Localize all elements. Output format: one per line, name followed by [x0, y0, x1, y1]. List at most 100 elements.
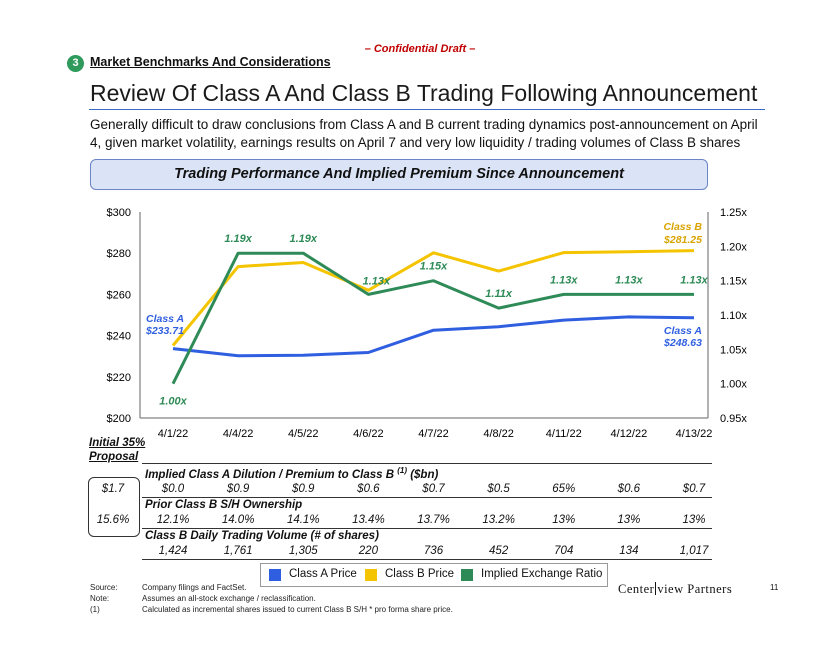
series-line-class-a-price: [172, 315, 695, 358]
footer-fn1-text: Calculated as incremental shares issued …: [142, 605, 453, 614]
dilution-cell: $0.9: [226, 483, 250, 495]
x-tick-label: 4/4/22: [223, 428, 254, 440]
right-tick-label: 1.25x: [720, 207, 747, 219]
ownership-cell: 14.1%: [286, 514, 320, 526]
left-tick-label: $200: [107, 413, 131, 425]
right-tick-label: 1.10x: [720, 310, 747, 322]
x-tick-label: 4/1/22: [158, 428, 189, 440]
right-tick-label: 1.20x: [720, 241, 747, 253]
volume-cell: 736: [423, 545, 444, 557]
volume-values-row: 1,424 1,761 1,305 220 736 452 704 134 1,017: [0, 545, 840, 560]
confidential-label: – Confidential Draft –: [364, 43, 476, 55]
volume-title: Class B Daily Trading Volume (# of share…: [145, 530, 379, 542]
ratio-data-label: 1.19x: [289, 233, 317, 245]
series-line-class-b-price: [171, 249, 695, 347]
footer-note-key: Note:: [90, 594, 110, 603]
class-a-start-name: Class A: [146, 313, 184, 325]
x-tick-label: 4/12/22: [611, 428, 648, 440]
volume-cell: 1,424: [158, 545, 188, 557]
right-tick-label: 1.05x: [720, 344, 747, 356]
left-tick-label: $280: [107, 248, 131, 260]
right-tick-label: 1.15x: [720, 276, 747, 288]
class-b-end-name: Class B: [663, 221, 702, 233]
initial-proposal-header-line2: Proposal: [89, 451, 139, 463]
initial-proposal-box: [88, 477, 140, 537]
x-tick-label: 4/7/22: [418, 428, 449, 440]
table-rule-2: [142, 497, 712, 498]
class-a-end-value: $248.63: [663, 337, 702, 349]
volume-cell: 220: [358, 545, 378, 557]
ratio-data-label: 1.13x: [615, 274, 643, 286]
class-a-end-name: Class A: [664, 325, 702, 337]
footer-source: Source: Company filings and FactSet.: [90, 583, 247, 592]
ratio-data-label: 1.13x: [363, 275, 391, 287]
chart-banner: Trading Performance And Implied Premium …: [90, 159, 708, 190]
ownership-cell: 13.7%: [417, 514, 450, 526]
ownership-title: Prior Class B S/H Ownership: [145, 499, 303, 511]
right-tick-label: 1.00x: [720, 379, 747, 391]
volume-cell: 1,761: [223, 545, 253, 557]
right-tick-label: 0.95x: [720, 413, 747, 425]
dilution-footnote: (1): [397, 466, 407, 475]
dilution-cell: $0.6: [617, 483, 641, 495]
x-tick-label: 4/13/22: [676, 428, 713, 440]
ownership-cell: 13.4%: [352, 514, 385, 526]
dilution-unit: ($bn): [410, 468, 439, 481]
section-title: Market Benchmarks And Considerations: [90, 55, 331, 69]
page-number: 11: [770, 583, 779, 592]
dilution-cell: $0.9: [292, 483, 315, 495]
volume-cell: 1,305: [288, 545, 318, 557]
x-tick-label: 4/5/22: [288, 428, 319, 440]
volume-cell: 704: [554, 545, 574, 557]
ownership-cell: 13.2%: [482, 514, 515, 526]
x-tick-label: 4/8/22: [483, 428, 514, 440]
table-bottom-rule: [142, 559, 712, 560]
ownership-values-row: 12.1% 14.0% 14.1% 13.4% 13.7% 13.2% 13% 13% 13%: [0, 514, 840, 529]
dilution-cell: $0.5: [487, 483, 510, 495]
table-top-rule: [142, 463, 712, 464]
left-tick-label: $300: [107, 207, 131, 219]
ratio-data-label: 1.00x: [159, 396, 187, 408]
legend-swatch-class-b: [365, 569, 377, 581]
dilution-initial-value: $1.7: [101, 483, 125, 495]
class-a-start-value: $233.71: [145, 325, 184, 337]
legend-swatch-class-a: [269, 569, 281, 581]
volume-cell: 452: [489, 545, 509, 557]
table-rule-3: [142, 528, 712, 529]
ownership-cell: 13%: [552, 514, 576, 526]
left-tick-label: $240: [107, 331, 131, 343]
centerview-logo: Center view Partners: [618, 582, 732, 597]
footer-note-text: Assumes an all-stock exchange / reclassi…: [142, 594, 316, 603]
series-line-implied-exchange-ratio: [171, 251, 694, 385]
dilution-cell: $0.7: [682, 483, 706, 495]
chart-legend: Class A Price Class B Price Implied Exch…: [260, 563, 608, 587]
logo-text-left: Center: [618, 582, 655, 596]
ownership-initial-value: 15.6%: [96, 514, 130, 526]
ownership-cell: 13%: [617, 514, 641, 526]
title-divider: [89, 109, 765, 110]
ownership-cell: 12.1%: [156, 514, 190, 526]
class-b-end-value: $281.25: [663, 234, 702, 246]
section-number-badge: 3: [67, 55, 84, 72]
legend-label-class-b: Class B Price: [385, 568, 455, 580]
footer-source-key: Source:: [90, 583, 118, 592]
price-chart: $200 $220 $240 $260 $280 $300 0.95x 1.00x 1.05x 1…: [107, 207, 748, 440]
ratio-data-label: 1.15x: [420, 261, 448, 273]
dilution-title: Implied Class A Dilution / Premium to Cl…: [145, 468, 395, 481]
dilution-cell: 65%: [552, 483, 576, 495]
volume-cell: 134: [619, 545, 639, 557]
initial-proposal-header-line1: Initial 35%: [89, 437, 146, 449]
volume-cell: 1,017: [679, 545, 709, 557]
ratio-data-label: 1.19x: [224, 233, 252, 245]
dilution-cell: $0.0: [161, 483, 185, 495]
ratio-data-label: 1.13x: [550, 274, 578, 286]
logo-divider: [655, 582, 657, 595]
x-tick-label: 4/11/22: [546, 428, 582, 440]
legend-swatch-ratio: [461, 569, 473, 581]
ratio-data-label: 1.13x: [680, 274, 708, 286]
dilution-values-row: $0.0 $0.9 $0.9 $0.6 $0.7 $0.5 65% $0.6 $0.7: [0, 483, 840, 498]
left-tick-label: $260: [107, 289, 131, 301]
initial-proposal-header: Initial 35% Proposal: [89, 436, 145, 464]
page-title: Review Of Class A And Class B Trading Fo…: [90, 80, 758, 106]
logo-text-right: view Partners: [657, 582, 733, 596]
